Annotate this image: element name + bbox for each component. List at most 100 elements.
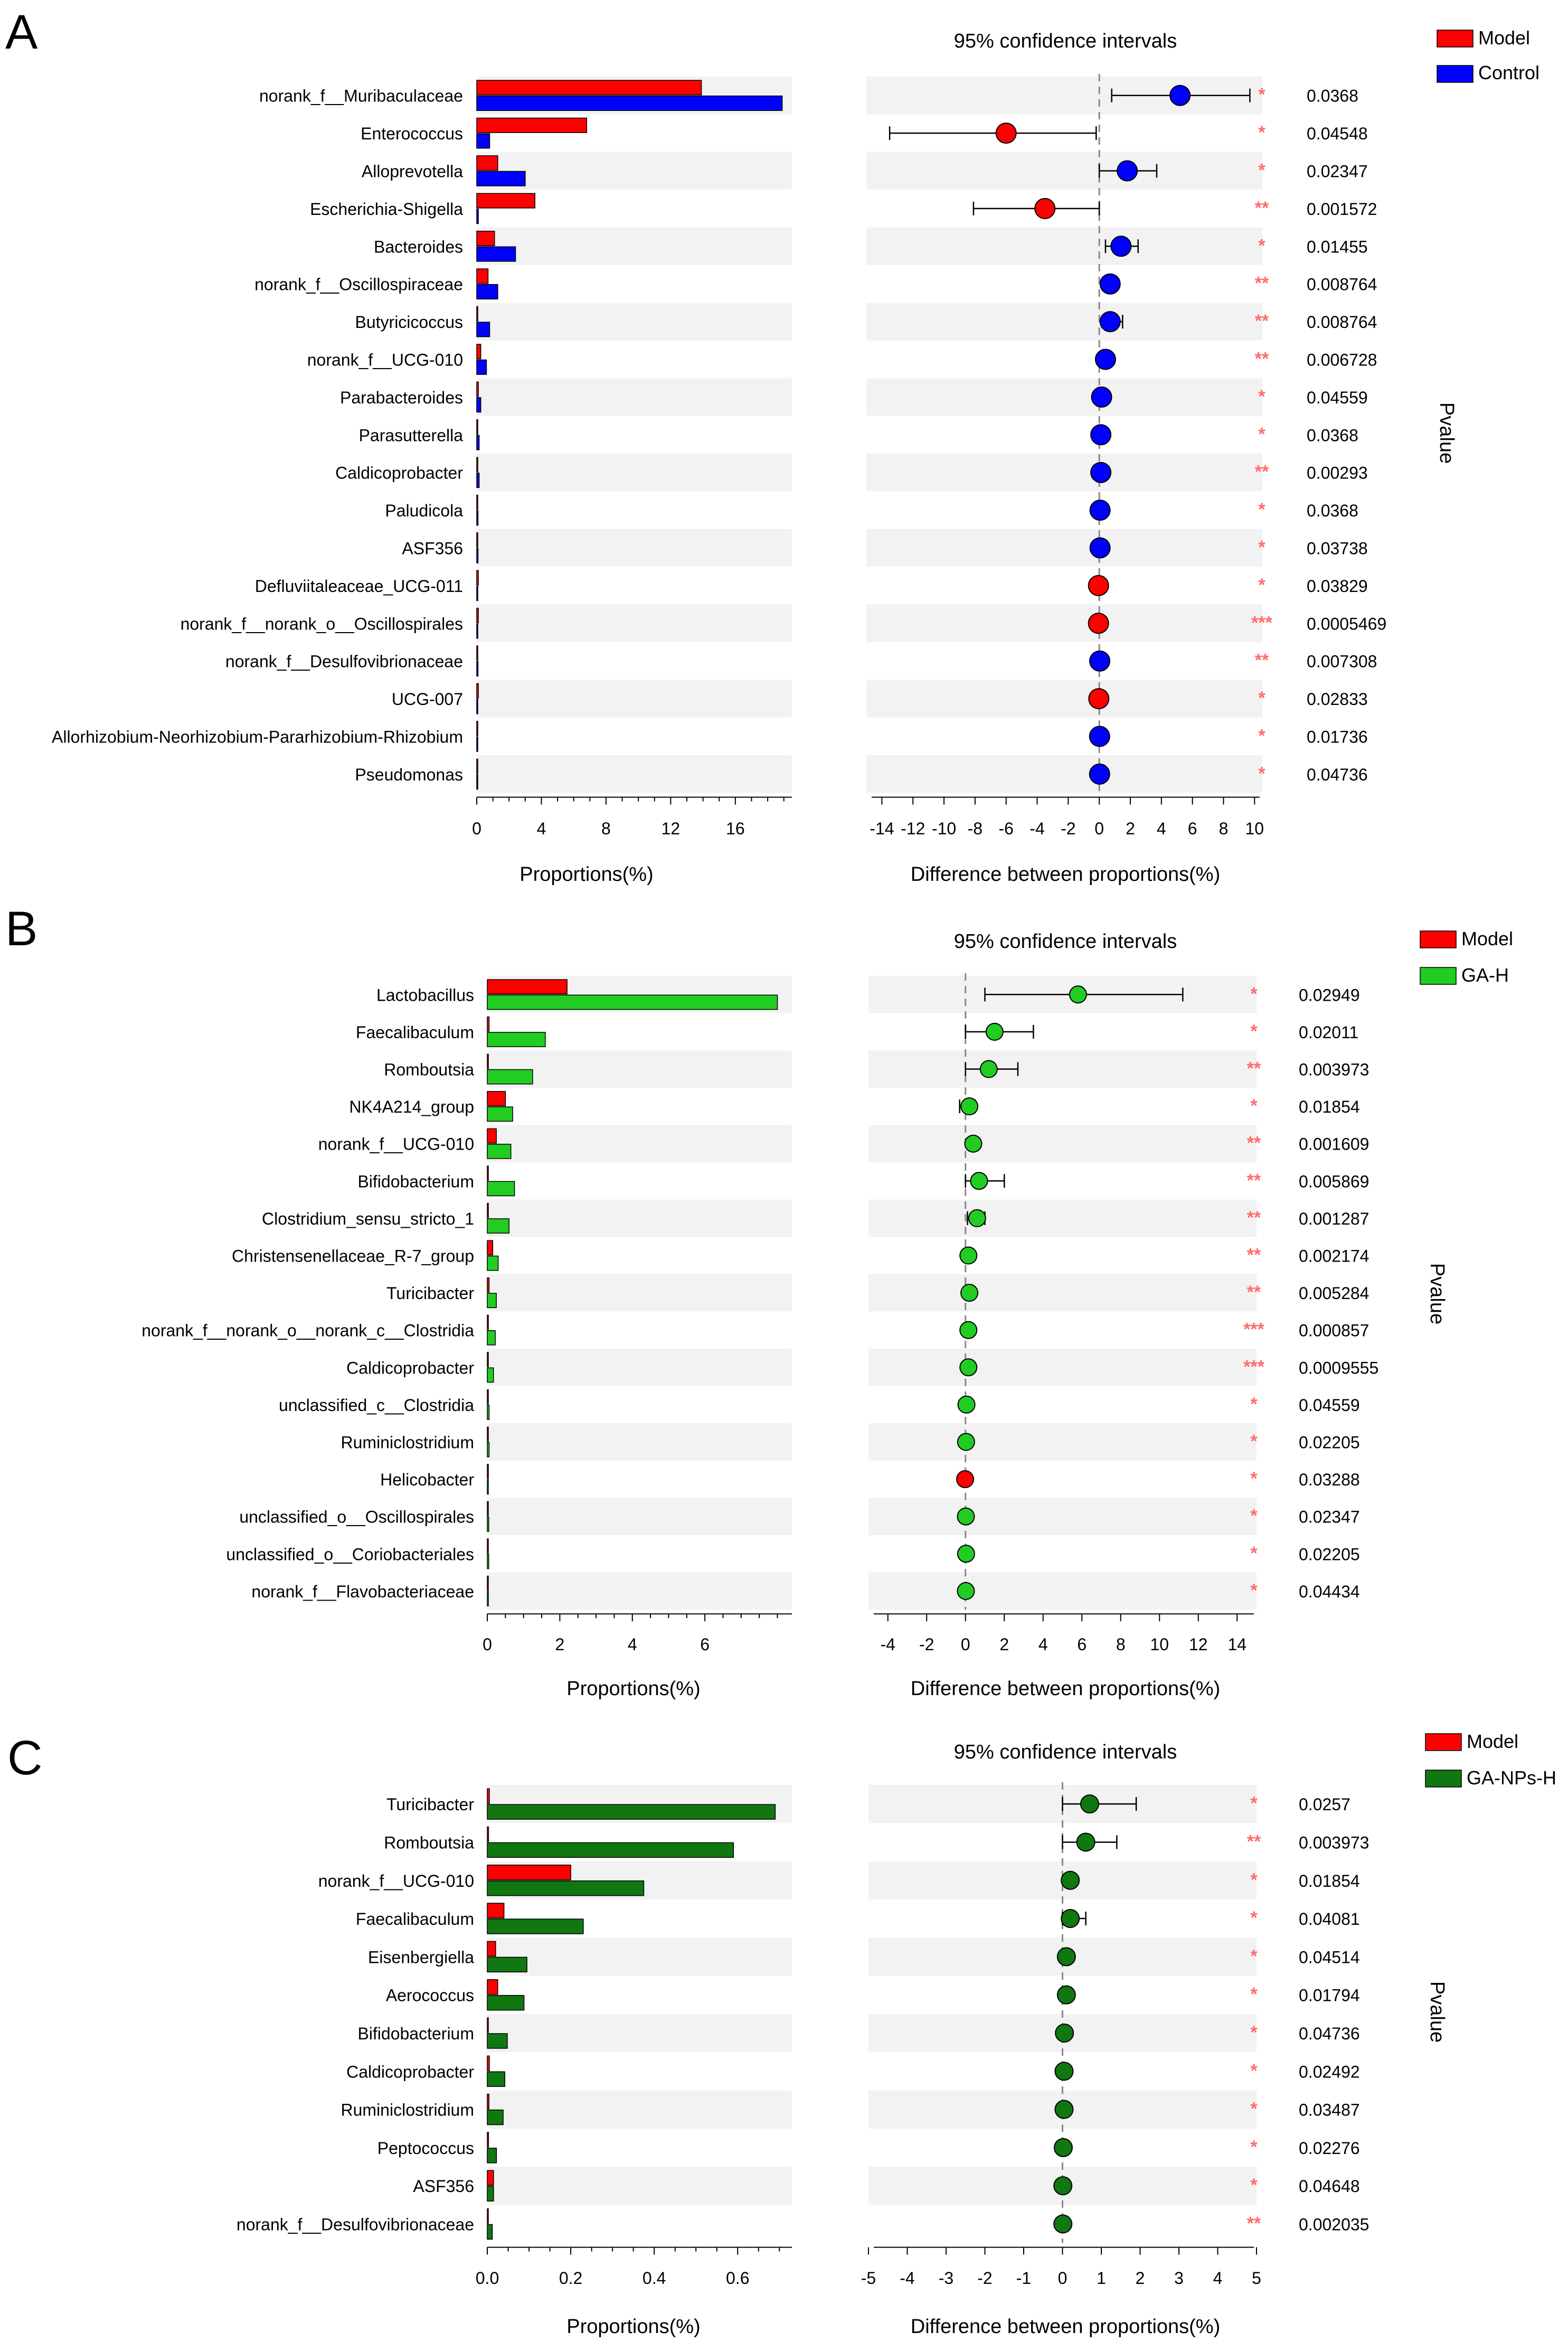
difference-point-a <box>1034 197 1056 219</box>
bar-axis-tick-label-c: 0.0 <box>476 2269 499 2288</box>
ci-title-a: 95% confidence intervals <box>954 30 1177 52</box>
significance-stars-b: ** <box>1247 1208 1261 1228</box>
pvalue-label-a: 0.04548 <box>1307 124 1368 143</box>
pvalue-label-a: 0.01455 <box>1307 237 1368 256</box>
bar-ga-h-b <box>487 1032 546 1047</box>
bar-control-a <box>476 435 480 450</box>
taxon-label-b: Helicobacter <box>380 1470 474 1489</box>
pvalue-label-b: 0.003973 <box>1299 1060 1369 1079</box>
bar-ga-h-b <box>487 1591 489 1606</box>
row-band-right-a <box>866 680 1262 718</box>
pvalue-label-b: 0.005869 <box>1299 1172 1369 1191</box>
bar-model-c <box>487 2093 489 2110</box>
plots-layer: norank_f__Muribaculaceae Enterococcus Allo… <box>52 74 1386 2288</box>
significance-stars-a: ** <box>1255 349 1269 369</box>
significance-stars-b: ** <box>1247 1059 1261 1079</box>
pvalue-label-a: 0.007308 <box>1307 652 1377 671</box>
taxon-label-b: norank_f__Flavobacteriaceae <box>251 1582 474 1601</box>
bar-model-b <box>487 1501 489 1517</box>
diff-axis-tick-label-a: -12 <box>901 819 925 838</box>
taxon-label-b: Romboutsia <box>384 1060 474 1079</box>
pvalue-label-a: 0.001572 <box>1307 200 1377 219</box>
taxon-label-c: Turicibacter <box>386 1795 474 1814</box>
row-band-right-b <box>868 1423 1257 1461</box>
pvalue-label-b: 0.02011 <box>1299 1023 1358 1042</box>
diff-axis-tick-label-c: 3 <box>1174 2269 1184 2288</box>
significance-stars-a: * <box>1258 161 1265 181</box>
bar-control-a <box>476 284 498 300</box>
pvalue-label-c: 0.04648 <box>1299 2177 1360 2196</box>
pvalue-axis-label-b: Pvalue <box>1426 1263 1448 1324</box>
bar-axis-tick-label-c: 0.6 <box>726 2269 749 2288</box>
taxon-label-b: Faecalibaculum <box>356 1023 474 1042</box>
bar-axis-tick-label-b: 4 <box>628 1635 637 1654</box>
bar-control-a <box>476 397 481 413</box>
bar-ga-nps-h-c <box>487 2224 493 2240</box>
difference-point-a <box>1089 726 1110 747</box>
row-band-left-b <box>487 1498 792 1535</box>
bar-model-a <box>476 532 478 548</box>
bar-model-b <box>487 979 568 995</box>
bar-model-b <box>487 1054 489 1069</box>
taxon-label-c: Bifidobacterium <box>357 2024 474 2043</box>
pvalue-label-b: 0.04434 <box>1299 1582 1360 1601</box>
significance-stars-c: * <box>1250 1908 1258 1928</box>
bar-model-a <box>476 117 587 133</box>
diff-axis-tick-label-a: -8 <box>968 819 983 838</box>
bar-model-c <box>487 2017 489 2033</box>
taxon-label-b: unclassified_o__Coriobacteriales <box>226 1545 474 1564</box>
bar-model-a <box>476 607 479 624</box>
taxon-label-a: ASF356 <box>402 539 463 558</box>
difference-point-c <box>1055 2023 1074 2043</box>
pvalue-label-a: 0.006728 <box>1307 351 1377 370</box>
difference-point-b <box>985 1022 1004 1041</box>
bar-model-c <box>487 1826 489 1842</box>
difference-point-b <box>959 1321 978 1339</box>
diff-axis-tick-label-a: 2 <box>1126 819 1135 838</box>
significance-stars-b: * <box>1250 1096 1258 1116</box>
row-band-right-b <box>868 1274 1257 1312</box>
bar-model-c <box>487 1865 571 1880</box>
legend-swatch-model-b <box>1420 930 1457 948</box>
x-axis-label-difference-a: Difference between proportions(%) <box>911 863 1221 886</box>
bar-axis-tick-label-b: 6 <box>700 1635 710 1654</box>
pvalue-label-c: 0.04736 <box>1299 2024 1360 2043</box>
pvalue-label-b: 0.02347 <box>1299 1508 1360 1527</box>
pvalue-label-c: 0.01794 <box>1299 1986 1360 2005</box>
significance-stars-b: * <box>1250 1021 1258 1041</box>
row-band-right-a <box>866 604 1262 642</box>
difference-point-a <box>1090 424 1112 446</box>
bar-ga-h-b <box>487 1106 513 1122</box>
diff-axis-tick-label-c: 1 <box>1097 2269 1106 2288</box>
bar-ga-h-b <box>487 1293 497 1309</box>
significance-stars-b: * <box>1250 1394 1258 1414</box>
bar-model-c <box>487 1788 490 1804</box>
difference-point-c <box>1054 2062 1074 2081</box>
bar-model-a <box>476 419 478 435</box>
taxon-label-a: Escherichia-Shigella <box>310 200 463 219</box>
row-band-right-a <box>866 152 1262 190</box>
bar-ga-nps-h-c <box>487 1880 645 1896</box>
difference-point-b <box>957 1545 975 1563</box>
difference-point-a <box>1090 462 1112 483</box>
taxon-label-b: Ruminiclostridium <box>341 1433 475 1452</box>
row-band-right-b <box>868 1572 1257 1610</box>
diff-axis-tick-label-b: 6 <box>1077 1635 1087 1654</box>
legend-swatch-gah-b <box>1420 967 1457 985</box>
pvalue-label-c: 0.02492 <box>1299 2062 1360 2081</box>
bar-control-a <box>476 586 478 601</box>
bar-axis-tick-label-a: 12 <box>662 819 681 838</box>
difference-point-b <box>960 1097 979 1116</box>
bar-model-a <box>476 721 478 737</box>
bar-control-a <box>476 699 478 714</box>
taxon-label-c: ASF356 <box>413 2177 474 2196</box>
significance-stars-c: * <box>1250 1984 1258 2005</box>
bar-control-a <box>476 548 479 563</box>
bar-model-b <box>487 1202 489 1218</box>
pvalue-label-b: 0.02949 <box>1299 985 1360 1004</box>
taxon-label-a: Enterococcus <box>361 124 463 143</box>
significance-stars-b: * <box>1250 1469 1258 1489</box>
pvalue-label-a: 0.03829 <box>1307 577 1368 596</box>
pvalue-label-a: 0.04736 <box>1307 765 1368 784</box>
row-band-left-c <box>487 2014 792 2053</box>
